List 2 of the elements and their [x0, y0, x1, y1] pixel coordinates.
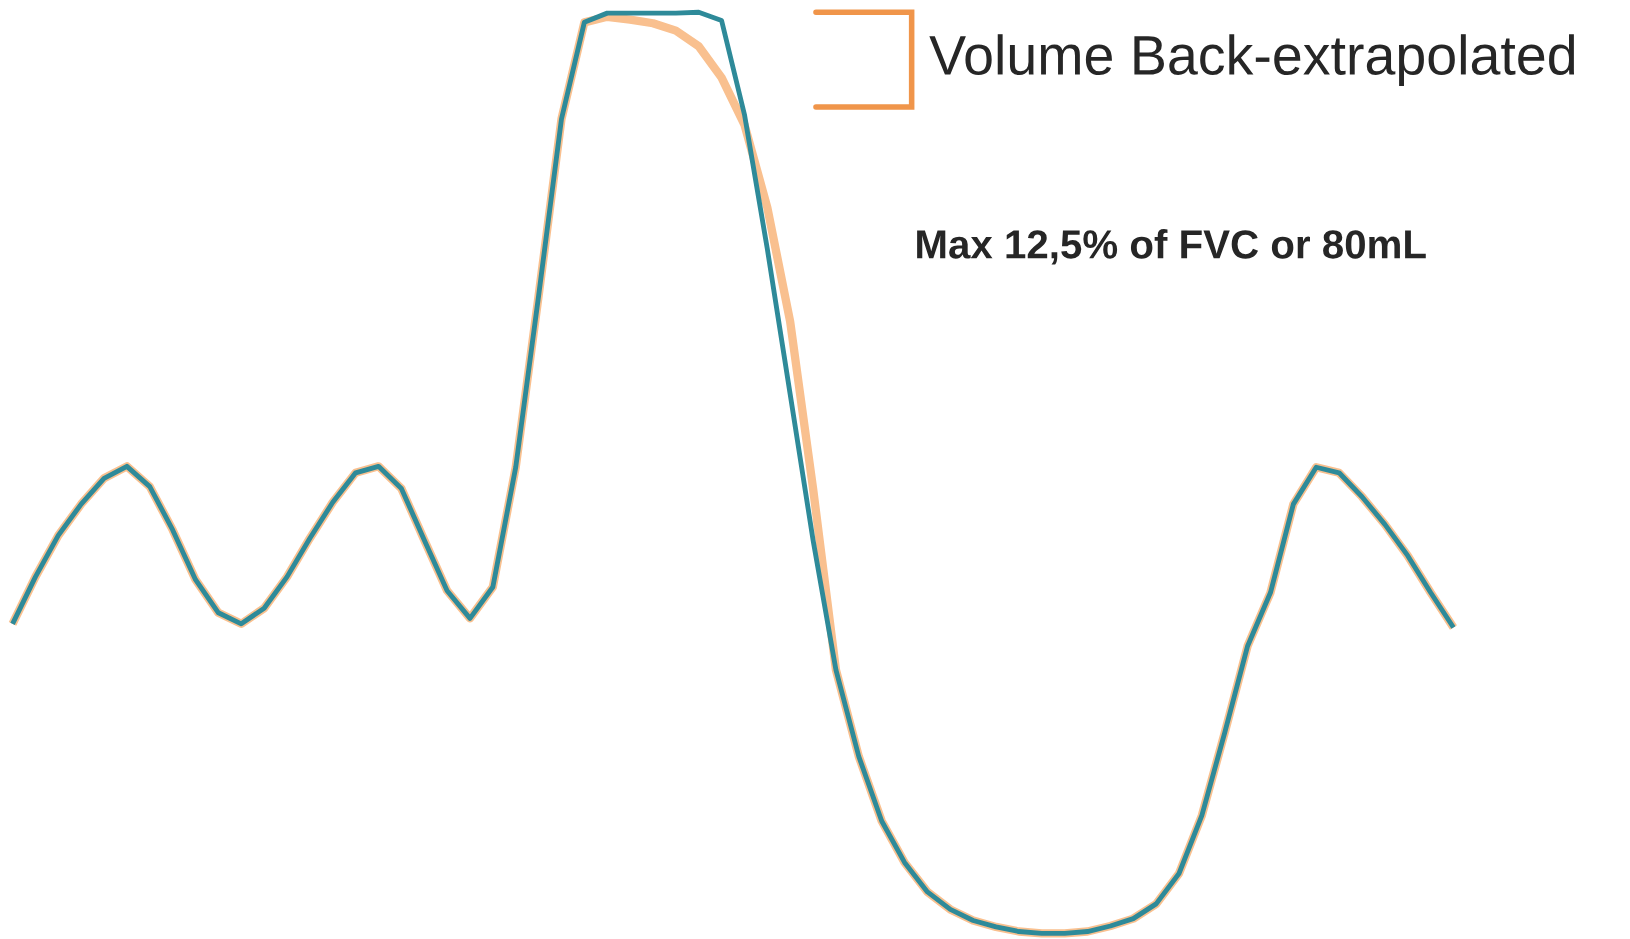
annotation: Max 12,5% of FVC or 80mL — [917, 229, 1426, 265]
annotation: Volume Back-extrapolated — [929, 34, 1575, 86]
